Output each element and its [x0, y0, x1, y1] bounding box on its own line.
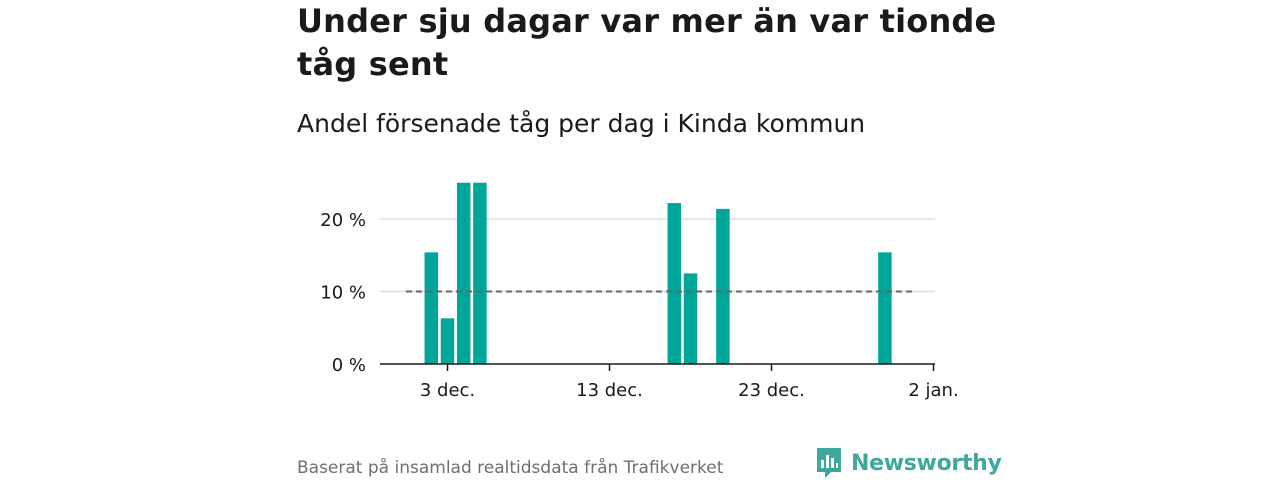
bar — [424, 252, 439, 364]
brand-name: Newsworthy — [851, 450, 1002, 476]
x-tick-label: 2 jan. — [908, 380, 958, 401]
bar — [440, 318, 455, 364]
y-tick-label: 20 % — [320, 210, 366, 231]
chart-subtitle: Andel försenade tåg per dag i Kinda komm… — [297, 109, 866, 138]
newsworthy-logo-icon — [817, 448, 841, 478]
source-note: Baserat på insamlad realtidsdata från Tr… — [297, 458, 724, 478]
chart-title: Under sju dagar var mer än var tionde tå… — [297, 2, 997, 83]
y-tick-label: 10 % — [320, 283, 366, 304]
bar — [456, 182, 471, 364]
newsworthy-logo: Newsworthy — [815, 445, 1002, 481]
y-tick-label: 0 % — [332, 355, 366, 376]
bar — [878, 252, 892, 364]
bar — [667, 203, 682, 364]
x-tick-label: 13 dec. — [576, 380, 643, 401]
x-tick-label: 3 dec. — [420, 380, 475, 401]
bar — [716, 208, 730, 364]
x-tick-label: 23 dec. — [738, 380, 805, 401]
bar — [473, 182, 487, 364]
bar — [683, 273, 698, 364]
